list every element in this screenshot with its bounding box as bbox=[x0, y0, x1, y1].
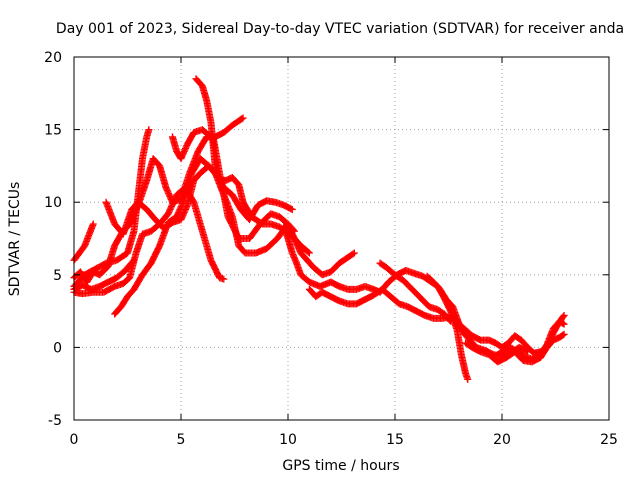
series-track-13 bbox=[423, 272, 568, 357]
series-track-12 bbox=[376, 259, 455, 325]
axis-ticks: 0 5 10 15 20 25 -5 0 5 10 15 20 bbox=[44, 50, 618, 448]
x-axis-label: GPS time / hours bbox=[282, 458, 399, 474]
data-point bbox=[239, 114, 247, 122]
data-point bbox=[560, 320, 568, 328]
y-tick-label: 0 bbox=[53, 340, 62, 356]
x-tick-label: 20 bbox=[493, 432, 511, 448]
plot-frame bbox=[73, 56, 610, 421]
data-point bbox=[304, 248, 312, 256]
y-tick-label: 15 bbox=[44, 123, 62, 139]
data-point bbox=[559, 313, 567, 321]
data-point bbox=[288, 205, 296, 213]
x-tick-label: 10 bbox=[279, 432, 297, 448]
data-point bbox=[446, 316, 454, 324]
data-series bbox=[70, 75, 568, 383]
data-point bbox=[89, 220, 97, 228]
y-tick-label: 20 bbox=[44, 50, 62, 66]
data-point bbox=[349, 250, 357, 258]
data-point bbox=[145, 126, 153, 134]
series-track-9 bbox=[192, 75, 358, 279]
chart-title: Day 001 of 2023, Sidereal Day-to-day VTE… bbox=[56, 21, 624, 37]
data-point bbox=[290, 226, 298, 234]
data-point bbox=[238, 115, 246, 123]
x-tick-label: 15 bbox=[386, 432, 404, 448]
data-point bbox=[305, 249, 313, 257]
y-axis-label: SDTVAR / TECUs bbox=[7, 182, 23, 297]
data-point bbox=[220, 275, 228, 283]
data-point bbox=[464, 375, 472, 383]
series-track-8 bbox=[168, 114, 247, 163]
y-tick-label: -5 bbox=[48, 413, 62, 429]
data-point bbox=[130, 256, 138, 264]
y-tick-label: 5 bbox=[53, 268, 62, 284]
x-tick-label: 5 bbox=[177, 432, 186, 448]
data-point bbox=[290, 227, 298, 235]
data-point bbox=[560, 330, 568, 338]
y-tick-label: 10 bbox=[44, 195, 62, 211]
series-track-1 bbox=[70, 220, 97, 264]
series-track-15 bbox=[494, 317, 568, 363]
data-point bbox=[560, 311, 568, 319]
x-tick-label: 0 bbox=[70, 432, 79, 448]
series-track-6 bbox=[70, 256, 138, 293]
data-point bbox=[447, 317, 455, 325]
data-point bbox=[129, 257, 137, 265]
data-point bbox=[350, 249, 358, 257]
data-point bbox=[559, 331, 567, 339]
x-tick-label: 25 bbox=[600, 432, 618, 448]
data-point bbox=[559, 319, 567, 327]
grid-lines bbox=[74, 57, 609, 420]
